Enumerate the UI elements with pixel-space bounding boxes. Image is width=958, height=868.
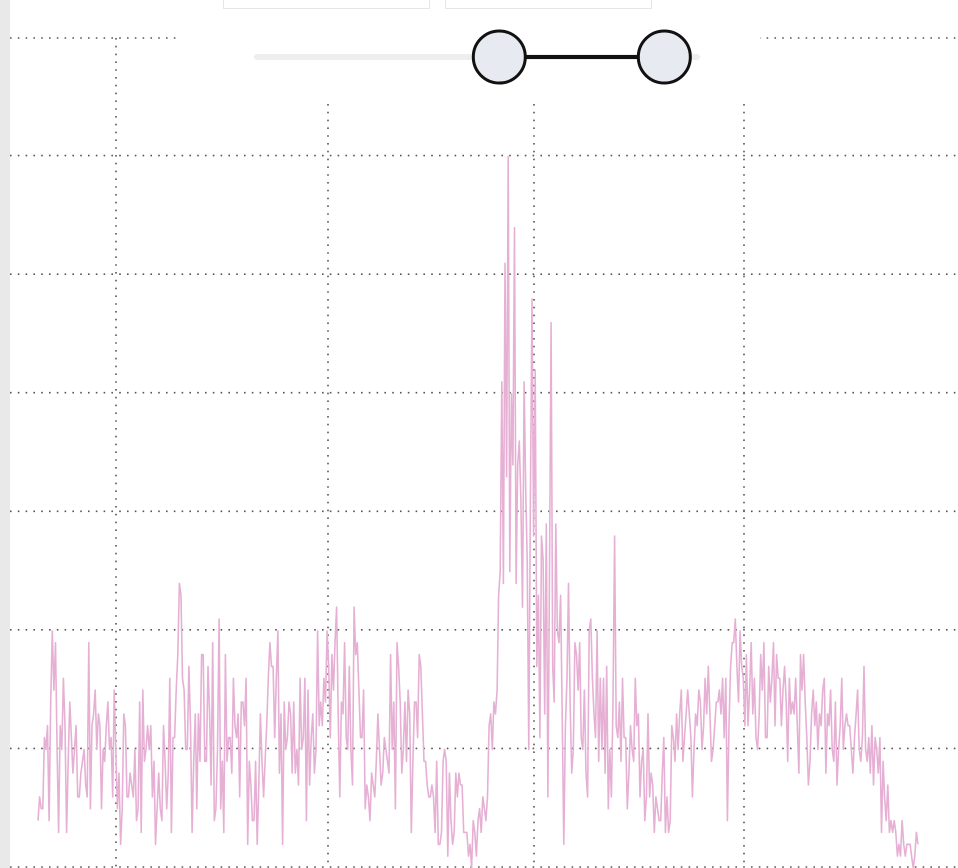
chart-panel xyxy=(10,0,958,868)
series-layer xyxy=(37,155,919,868)
range-slider[interactable] xyxy=(180,29,760,85)
slider-max-handle[interactable] xyxy=(636,29,692,85)
toolbar-tab-left[interactable] xyxy=(223,0,430,9)
series-line xyxy=(37,155,919,868)
grid-lines xyxy=(10,37,958,868)
slider-backdrop xyxy=(180,30,760,48)
line-chart xyxy=(10,29,958,868)
slider-min-handle[interactable] xyxy=(471,29,527,85)
toolbar-tab-right[interactable] xyxy=(445,0,652,9)
